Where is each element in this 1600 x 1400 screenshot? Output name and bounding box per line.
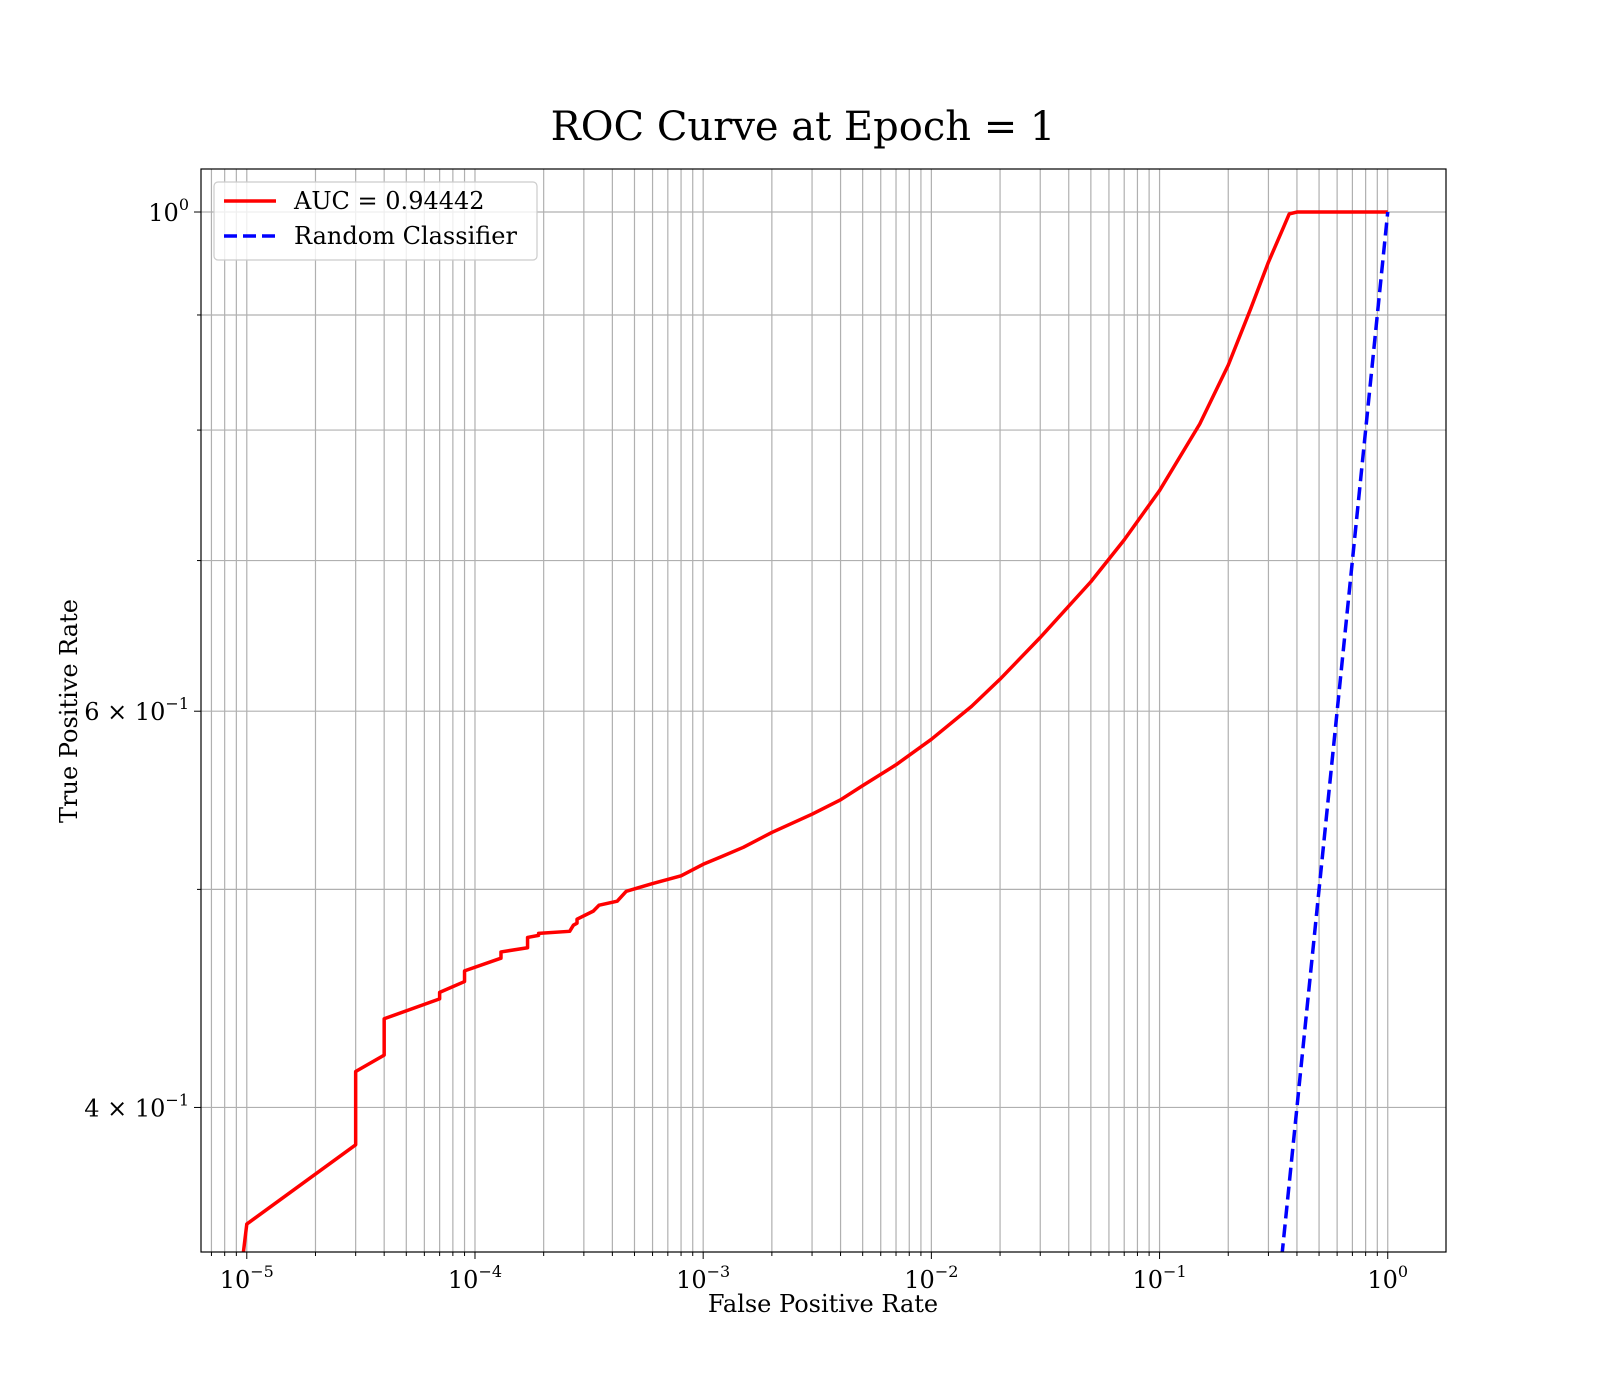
- y-tick-label: 4 × 10−1: [84, 1090, 189, 1122]
- x-tick-label: 10−4: [448, 1262, 502, 1294]
- legend-box: [213, 181, 538, 261]
- legend-label-random: Random Classifier: [294, 222, 517, 250]
- y-axis-label: True Positive Rate: [55, 599, 83, 823]
- x-tick-label: 100: [1367, 1262, 1408, 1294]
- x-tick-label: 10−2: [904, 1262, 958, 1294]
- y-axis-ticks: 100 6 × 10−1 4 × 10−1: [84, 195, 201, 1122]
- x-tick-label: 10−5: [220, 1262, 274, 1294]
- legend-label-auc: AUC = 0.94442: [293, 187, 485, 215]
- plot-frame: [200, 168, 1447, 1253]
- y-tick-label: 6 × 10−1: [84, 694, 189, 726]
- chart-title: ROC Curve at Epoch = 1: [551, 104, 1056, 150]
- x-axis-label: False Positive Rate: [708, 1290, 938, 1318]
- random-classifier-line: [1280, 211, 1390, 1252]
- x-tick-label: 10−3: [676, 1262, 730, 1294]
- grid-lines: [201, 169, 1446, 1252]
- y-tick-label: 100: [148, 195, 189, 227]
- series-layer: [241, 210, 1390, 1252]
- roc-curve-line: [241, 210, 1388, 1252]
- x-axis-ticks: 10−5 10−4 10−3 10−2 10−1 100: [210, 1252, 1408, 1294]
- legend: AUC = 0.94442 Random Classifier: [213, 181, 538, 261]
- x-tick-label: 10−1: [1132, 1262, 1186, 1294]
